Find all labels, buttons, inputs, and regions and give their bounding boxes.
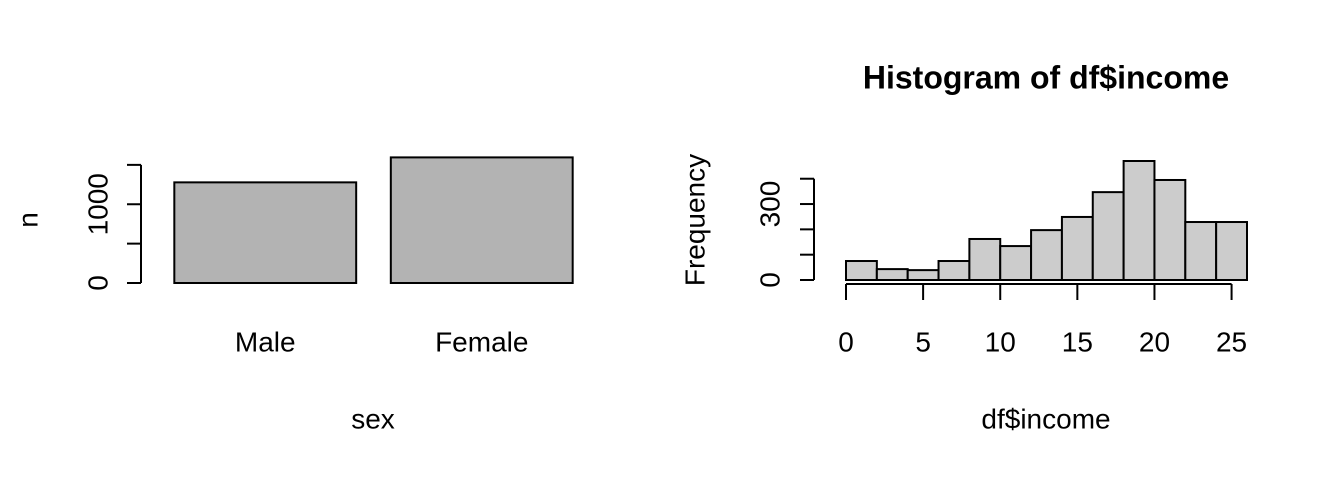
- histogram-bar: [999, 245, 1033, 281]
- x-axis-label: sex: [351, 403, 395, 434]
- x-tick-label: Female: [435, 326, 528, 357]
- histogram-bar: [906, 269, 940, 281]
- histogram-bar: [1122, 160, 1156, 281]
- histogram-bar: [1215, 221, 1248, 281]
- x-tick-label: Male: [235, 326, 296, 357]
- histogram-bar: [1091, 191, 1125, 281]
- x-tick-label: 10: [985, 326, 1016, 357]
- y-axis-label: n: [12, 212, 43, 228]
- histogram-bar: [1030, 229, 1063, 281]
- histogram-bar: [1153, 178, 1187, 281]
- histogram-bar: [1060, 215, 1094, 282]
- x-tick-label: 5: [915, 326, 931, 357]
- y-tick-label: 0: [754, 272, 785, 288]
- bar: [389, 156, 574, 284]
- histogram-bar: [968, 237, 1002, 281]
- x-tick-label: 20: [1139, 326, 1170, 357]
- histogram-bar: [937, 260, 971, 282]
- histogram-bar: [875, 268, 909, 281]
- bar: [173, 181, 358, 284]
- y-tick-label: 1000: [82, 173, 113, 235]
- x-tick-label: 25: [1216, 326, 1247, 357]
- x-tick-label: 0: [838, 326, 854, 357]
- y-axis-label: Frequency: [679, 154, 710, 286]
- y-tick-label: 0: [82, 275, 113, 291]
- histogram-bar: [845, 260, 878, 282]
- histogram-bar: [1184, 221, 1218, 281]
- chart-title: Histogram of df$income: [863, 59, 1229, 95]
- x-axis-label: df$income: [981, 403, 1110, 434]
- x-tick-label: 15: [1062, 326, 1093, 357]
- y-tick-label: 300: [754, 181, 785, 228]
